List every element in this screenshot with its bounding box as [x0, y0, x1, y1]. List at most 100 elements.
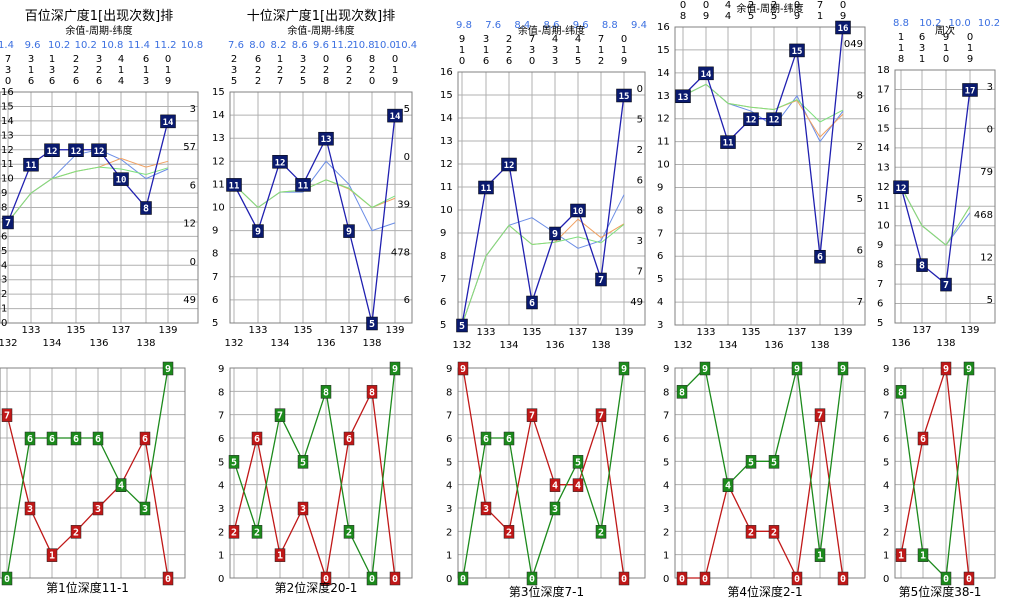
y-tick-label: 6	[657, 251, 663, 262]
data-point-marker	[228, 455, 240, 469]
x-tick-label: 137	[912, 325, 931, 336]
series-line	[900, 89, 971, 286]
y-tick-label: 10	[657, 160, 670, 171]
y-tick-label: 2	[1, 289, 7, 300]
y-tick-label: 8	[440, 251, 446, 262]
series-line	[233, 389, 396, 579]
count-cell: 2	[73, 65, 79, 76]
count-cell: 1	[143, 65, 149, 76]
data-point-marker	[618, 571, 630, 586]
x-tick-label: 138	[591, 340, 610, 351]
header-value: 9.6	[25, 40, 41, 51]
count-cell: 4	[575, 34, 581, 45]
y-tick-label: 6	[663, 434, 669, 445]
y-tick-label: 1	[663, 551, 669, 562]
header-value: 8.8	[602, 20, 618, 31]
data-point-label: 3	[95, 504, 101, 515]
data-point-label: 15	[619, 92, 630, 102]
y-tick-label: 4	[657, 297, 663, 308]
y-tick-label: 15	[1, 101, 14, 112]
header-value: 9.6	[573, 20, 589, 31]
data-point-label: 6	[49, 434, 55, 445]
data-point-label: 0	[621, 574, 627, 585]
moving-average-line	[233, 179, 396, 209]
count-cell: 2	[506, 45, 512, 56]
header-value: 10.2	[919, 18, 941, 29]
y-tick-label: 16	[440, 67, 453, 78]
plot-frame	[229, 91, 413, 324]
header-value: 7.6	[228, 40, 244, 51]
right-side-label: 5	[987, 295, 993, 306]
data-point-label: 9	[794, 364, 800, 375]
count-cell: 6	[919, 32, 925, 43]
right-side-label: 8	[857, 91, 863, 102]
right-side-label: 478	[391, 247, 410, 258]
data-point-label: 12	[275, 158, 286, 168]
data-point-label: 8	[898, 387, 904, 398]
y-tick-label: 9	[877, 240, 883, 251]
data-point-label: 9	[840, 364, 846, 375]
count-cell: 7	[529, 34, 535, 45]
count-cell: 4	[118, 76, 124, 87]
y-tick-label: 6	[212, 295, 218, 306]
count-cell: 9	[840, 11, 846, 22]
trend-panel-5: 5678910111213141516171812871713613713813…	[877, 18, 1000, 349]
data-point-label: 12	[71, 147, 82, 157]
data-point-marker	[743, 112, 759, 126]
x-tick-label: 139	[158, 325, 177, 336]
data-point-label: 9	[255, 227, 261, 238]
data-point-label: 12	[47, 147, 58, 157]
data-point-label: 12	[94, 147, 105, 157]
x-tick-label: 135	[66, 325, 85, 336]
panel-subtitle: 余值-周期-纬度	[518, 24, 585, 37]
data-point-label: 9	[552, 229, 558, 240]
data-point-marker	[139, 501, 151, 516]
y-tick-label: 8	[877, 260, 883, 271]
right-side-label: 3	[637, 236, 643, 247]
moving-average-line	[7, 166, 169, 223]
header-value: 10.8	[101, 40, 123, 51]
count-cell: 0	[165, 54, 171, 65]
count-cell: 3	[552, 56, 558, 67]
y-tick-label: 15	[212, 87, 225, 98]
data-point-label: 5	[231, 457, 237, 468]
count-cell: 0	[392, 54, 398, 65]
x-tick-label: 134	[718, 340, 737, 351]
data-point-label: 6	[920, 434, 926, 445]
x-tick-label: 139	[385, 325, 404, 336]
y-tick-label: 3	[883, 504, 889, 515]
data-point-label: 0	[165, 574, 171, 585]
y-tick-label: 14	[212, 110, 225, 121]
x-tick-label: 136	[89, 338, 108, 349]
data-point-label: 0	[702, 574, 708, 585]
count-cell: 1	[483, 45, 489, 56]
y-tick-label: 5	[657, 274, 663, 285]
count-cell: 6	[346, 54, 352, 65]
y-tick-label: 5	[883, 457, 889, 468]
count-cell: 3	[28, 54, 34, 65]
count-cell: 6	[73, 76, 79, 87]
data-point-label: 1	[920, 551, 926, 562]
data-point-marker	[366, 316, 378, 331]
y-tick-label: 10	[440, 205, 453, 216]
count-cell: 0	[621, 34, 627, 45]
count-cell: 3	[483, 34, 489, 45]
data-point-marker	[343, 224, 355, 238]
data-point-marker	[595, 525, 607, 539]
y-tick-label: 13	[877, 162, 890, 173]
data-point-label: 0	[369, 574, 375, 585]
plot-frame	[457, 71, 646, 326]
series-line	[233, 367, 396, 581]
plot-frame	[0, 367, 186, 579]
y-tick-label: 11	[440, 182, 453, 193]
data-point-marker	[457, 361, 469, 376]
y-tick-label: 3	[657, 320, 663, 331]
data-point-label: 7	[4, 411, 10, 422]
data-point-marker	[139, 431, 151, 446]
count-cell: 9	[703, 11, 709, 22]
trend-panel-2: 5678910111213141511912111395141321331341…	[212, 8, 417, 349]
y-tick-label: 3	[446, 504, 452, 515]
y-tick-label: 2	[883, 527, 889, 538]
count-cell: 2	[598, 56, 604, 67]
count-cell: 8	[898, 54, 904, 65]
